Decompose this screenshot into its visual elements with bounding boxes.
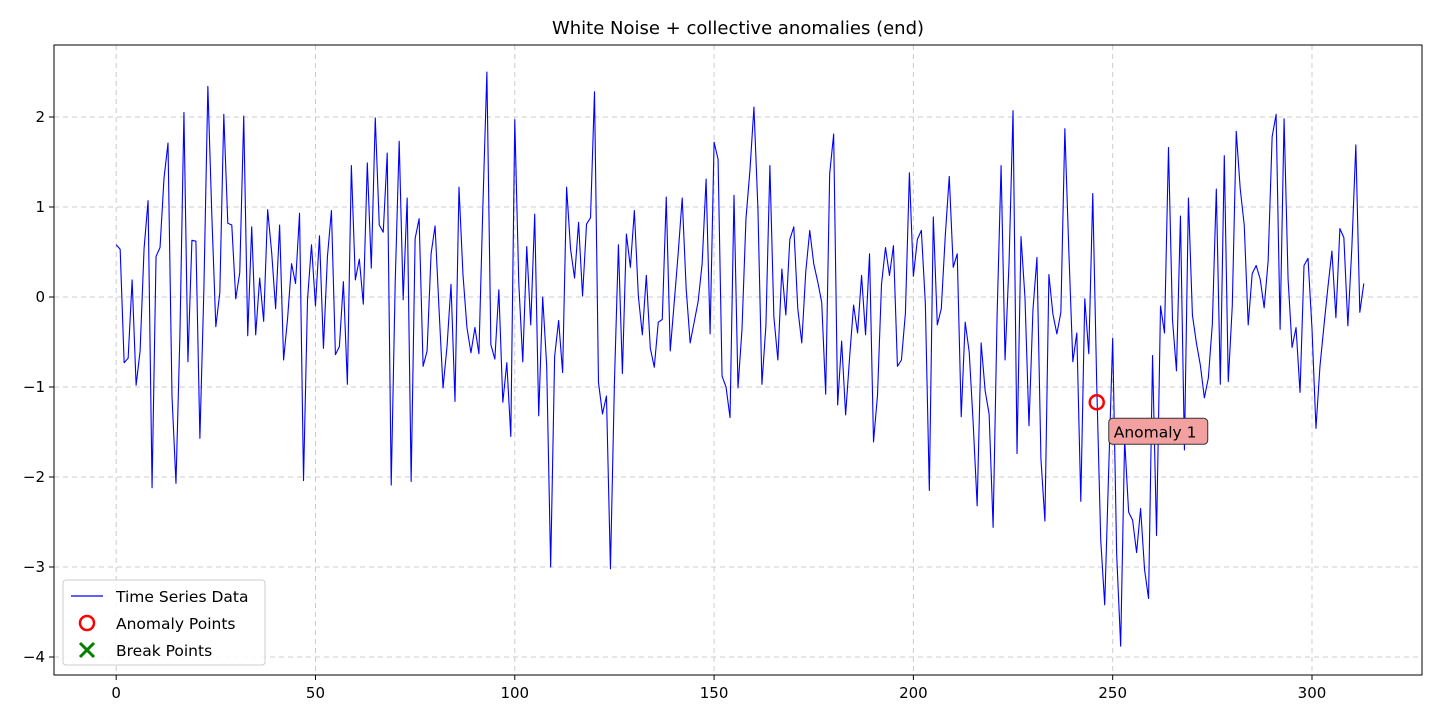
x-tick-label: 300 [1298,684,1327,702]
annotations: Anomaly 1 [1108,417,1209,445]
axes-frame [53,44,1423,676]
y-tick-label: −1 [23,378,45,396]
x-tick-label: 50 [306,684,325,702]
anomaly-point-marker [1088,394,1105,411]
x-tick-label: 150 [700,684,729,702]
y-tick-label: −4 [23,648,45,666]
y-tick-label: −3 [23,558,45,576]
grid-lines [54,45,1422,675]
y-tick-label: 1 [35,198,45,216]
x-tick-label: 100 [500,684,529,702]
chart-legend: Time Series Data Anomaly Points Break Poin… [62,579,266,666]
y-tick-label: 0 [35,288,45,306]
y-tick-label: −2 [23,468,45,486]
legend-label: Time Series Data [115,588,248,606]
annotation-label: Anomaly 1 [1114,423,1197,441]
series-line-time-series-data [115,71,1365,647]
legend-box [62,579,266,666]
legend-circle-swatch [78,614,96,632]
x-tick-label: 250 [1098,684,1127,702]
chart-title: White Noise + collective anomalies (end) [552,18,924,39]
series-layer [115,71,1365,647]
legend-x-swatch [78,641,96,659]
x-tick-label: 200 [899,684,928,702]
annotation-box [1108,417,1209,445]
legend-label: Break Points [116,642,212,660]
plot-frame [53,44,1423,676]
x-tick-label: 0 [111,684,121,702]
legend-label: Anomaly Points [116,615,235,633]
y-tick-label: 2 [35,108,45,126]
tick-labels: 0 50 100 150 200 250 300 −4 −3 −2 −1 0 1 2 [23,108,1326,702]
